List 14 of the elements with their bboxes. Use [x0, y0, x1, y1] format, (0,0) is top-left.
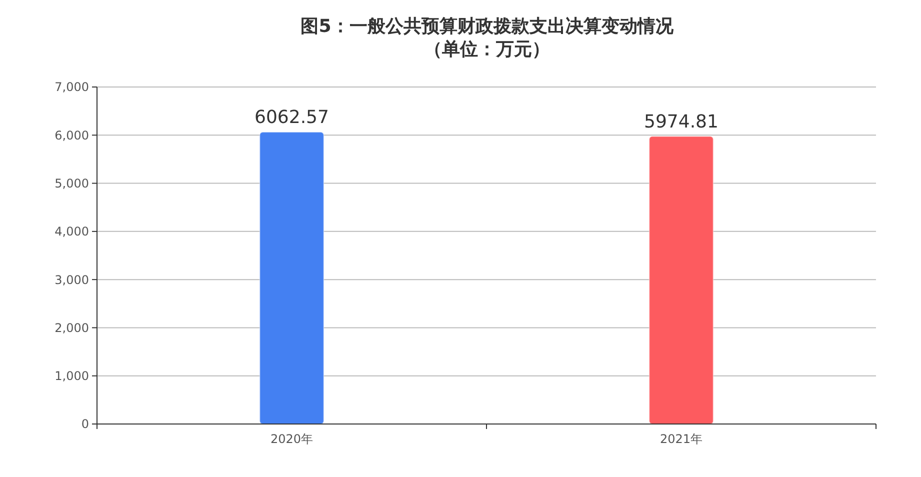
x-tick-label: 2021年 [660, 432, 703, 446]
x-tick-label: 2020年 [270, 432, 314, 446]
chart-subtitle: （单位：万元） [424, 39, 550, 60]
y-tick-label: 2,000 [54, 320, 89, 335]
data-label: 5974.81 [644, 111, 718, 132]
y-tick-label: 7,000 [54, 80, 89, 94]
y-tick-label: 4,000 [54, 224, 89, 239]
y-tick-label: 0 [81, 417, 89, 432]
y-tick-label: 1,000 [54, 369, 89, 384]
y-tick-label: 5,000 [54, 176, 89, 190]
chart-title: 图5：一般公共预算财政拨款支出决算变动情况 [300, 16, 674, 37]
data-label: 6062.57 [254, 107, 329, 128]
y-tick-label: 3,000 [54, 272, 89, 287]
y-tick-label: 6,000 [54, 128, 89, 142]
